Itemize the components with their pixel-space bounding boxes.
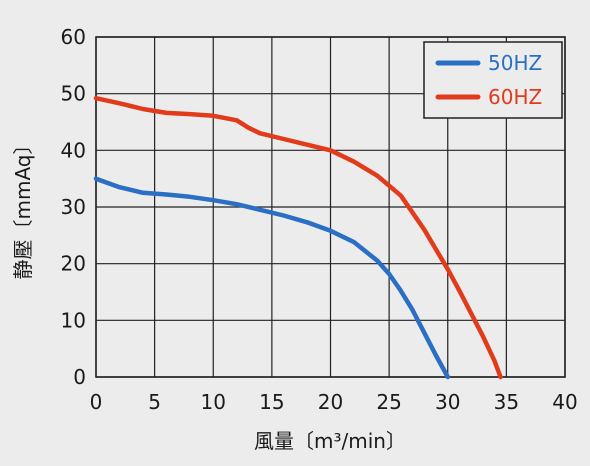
- y-tick-label-50: 50: [61, 82, 86, 106]
- x-tick-label-20: 20: [318, 390, 343, 414]
- tick-labels: 0 5 10 15 20 25 30 35 40 0 10 20 30 40 50 60: [61, 25, 578, 414]
- y-tick-label-0: 0: [73, 365, 86, 389]
- legend-label-60hz: 60HZ: [488, 85, 542, 109]
- y-tick-label-10: 10: [61, 308, 86, 332]
- x-axis-label: 風量〔m³/min〕: [254, 429, 406, 453]
- y-tick-label-30: 30: [61, 195, 86, 219]
- y-tick-label-40: 40: [61, 138, 86, 162]
- series-line-60hz: [93, 95, 503, 380]
- series-layer: [93, 95, 503, 380]
- legend-box: [423, 41, 563, 119]
- x-tick-label-15: 15: [259, 390, 284, 414]
- x-tick-label-40: 40: [552, 390, 577, 414]
- legend-label-50hz: 50HZ: [488, 51, 542, 75]
- x-tick-label-5: 5: [148, 390, 161, 414]
- y-axis-label: 静壓〔mmAq〕: [11, 135, 35, 280]
- x-tick-label-10: 10: [201, 390, 226, 414]
- x-tick-label-30: 30: [435, 390, 460, 414]
- y-tick-label-20: 20: [61, 252, 86, 276]
- series-line-50hz: [93, 176, 451, 380]
- x-tick-label-25: 25: [376, 390, 401, 414]
- plot-frame: [95, 36, 566, 378]
- x-tick-label-35: 35: [494, 390, 519, 414]
- y-tick-label-60: 60: [61, 25, 86, 49]
- x-tick-label-0: 0: [90, 390, 103, 414]
- legend: 50HZ 60HZ: [423, 41, 563, 119]
